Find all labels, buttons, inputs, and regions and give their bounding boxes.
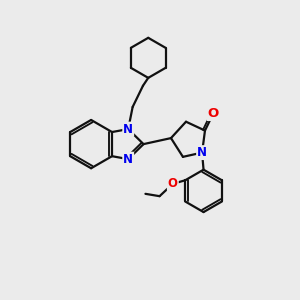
- Text: N: N: [123, 153, 133, 166]
- Text: O: O: [168, 177, 178, 190]
- Text: N: N: [197, 146, 207, 159]
- Text: O: O: [208, 107, 219, 120]
- Text: N: N: [123, 123, 133, 136]
